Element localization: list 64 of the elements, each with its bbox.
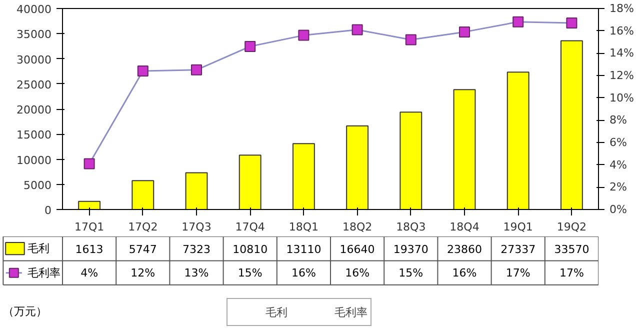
text: （万元） [3,305,48,318]
data-label: 1613 [75,243,104,256]
bar [506,72,530,210]
y-tick-label: 15000 [16,128,52,142]
x-tick-label: 17Q4 [235,220,265,234]
x-tick-label: 18Q1 [288,220,319,234]
legend-label: 毛利率 [27,266,60,280]
y2-tick-label: 12% [610,69,634,82]
data-label: 15% [238,266,262,280]
data-label: 10810 [232,243,268,256]
data-label: 23860 [447,243,482,256]
x-tick-label: 18Q2 [342,220,372,234]
data-label: 17% [506,266,530,280]
bar [238,154,262,210]
y-tick-label: 5000 [24,178,52,192]
data-label: 27337 [500,243,536,256]
x-tick-label: 18Q3 [396,220,426,234]
text: 毛利率 [334,306,368,318]
x-tick-label: 17Q3 [182,220,212,234]
x-tick-label: 19Q2 [556,220,587,234]
data-label: 5747 [128,243,157,256]
bar [400,112,422,210]
y2-tick-label: 10% [610,91,634,104]
data-label: 19370 [393,243,428,256]
y-tick-label: 30000 [16,53,52,66]
y2-tick-label: 18% [610,2,634,15]
y-tick-label: 20000 [16,104,52,116]
y-tick-label: 25000 [16,78,52,92]
y2-tick-label: 16% [610,24,634,38]
x-tick-label: 19Q1 [503,220,533,234]
y-tick-label: 40000 [16,3,52,16]
text: 毛利 [266,306,288,318]
y2-tick-label: 2% [610,180,627,194]
data-label: 12% [130,266,156,280]
data-label: 33570 [554,243,590,256]
data-label: 16% [452,266,477,280]
y-tick-label: 10000 [16,154,52,167]
bar [185,172,208,210]
y-tick-label: 35000 [16,28,52,42]
data-label: 4% [80,266,98,280]
data-label: 16% [345,266,370,280]
bar [78,200,101,210]
bar [132,180,154,210]
data-label: 16640 [340,243,375,256]
bar [560,40,583,210]
y2-tick-label: 4% [610,158,627,172]
bar [292,143,315,210]
legend-label: 毛利 [27,242,50,256]
y2-tick-label: 0% [610,203,627,216]
bar [346,125,369,210]
x-tick-label: 17Q1 [74,220,104,234]
data-label: 16% [291,266,316,280]
x-tick-label: 17Q2 [128,220,158,234]
y-tick-label: 0 [44,204,52,217]
data-label: 15% [398,266,424,280]
data-label: 13% [184,266,209,280]
bar [453,89,476,210]
data-label: 13110 [286,243,322,256]
y2-tick-label: 6% [610,136,627,149]
y2-tick-label: 14% [610,46,634,60]
data-label: 7323 [182,243,211,256]
x-tick-label: 18Q4 [450,220,480,234]
y2-tick-label: 8% [610,114,627,127]
data-label: 17% [559,266,584,280]
